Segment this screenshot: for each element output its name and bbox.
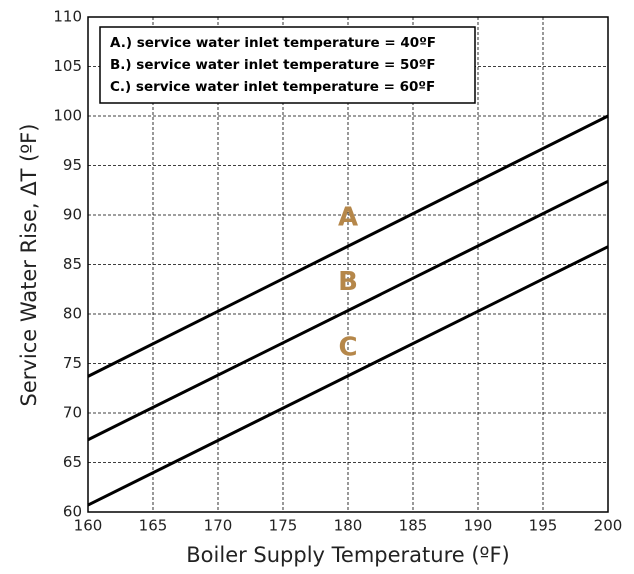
series-label: A: [338, 203, 358, 233]
x-tick-label: 195: [529, 517, 558, 535]
y-tick-label: 65: [63, 453, 82, 471]
y-tick-label: 85: [63, 255, 82, 273]
legend-entry: B.) service water inlet temperature = 50…: [110, 57, 436, 73]
y-tick-label: 95: [63, 156, 82, 174]
x-tick-label: 185: [399, 517, 428, 535]
y-tick-label: 60: [63, 503, 82, 521]
series-line: [87, 114, 609, 378]
legend-box: [99, 26, 476, 104]
series-label: C: [338, 332, 357, 362]
y-tick-label: 80: [63, 305, 82, 323]
plot-border: [87, 16, 609, 513]
x-tick-label: 170: [204, 517, 233, 535]
series-line: [87, 245, 609, 507]
x-tick-label: 200: [594, 517, 623, 535]
y-tick-label: 110: [53, 8, 82, 26]
legend-entry: A.) service water inlet temperature = 40…: [110, 35, 436, 51]
series-label: B: [338, 267, 358, 297]
x-axis-label: Boiler Supply Temperature (ºF): [186, 543, 509, 567]
y-tick-label: 105: [53, 57, 82, 75]
x-tick-label: 190: [464, 517, 493, 535]
x-tick-label: 160: [74, 517, 103, 535]
y-tick-label: 100: [53, 107, 82, 125]
series-line: [87, 179, 609, 442]
x-tick-label: 180: [334, 517, 363, 535]
y-axis-label: Service Water Rise, ΔT (ºF): [17, 124, 41, 407]
legend-entry: C.) service water inlet temperature = 60…: [110, 79, 435, 95]
x-tick-label: 165: [139, 517, 168, 535]
y-tick-label: 70: [63, 404, 82, 422]
y-tick-label: 75: [63, 354, 82, 372]
x-tick-label: 175: [269, 517, 298, 535]
y-tick-label: 90: [63, 206, 82, 224]
